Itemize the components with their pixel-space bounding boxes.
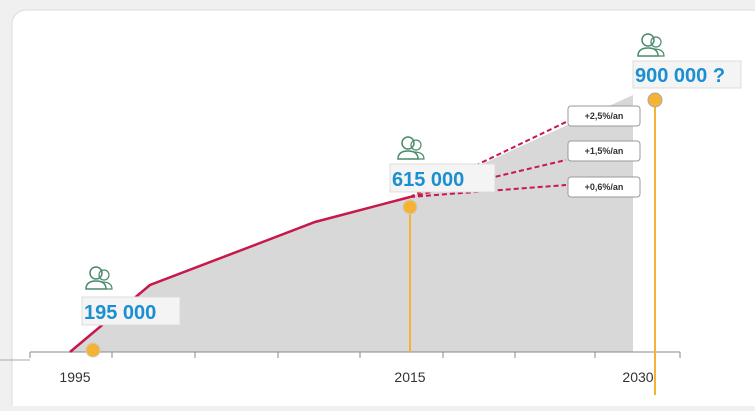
value-label: 195 000 bbox=[84, 302, 156, 324]
scenario-label: +2,5%/an bbox=[585, 111, 624, 121]
scenario-label: +0,6%/an bbox=[585, 182, 624, 192]
marker-dot bbox=[85, 342, 101, 358]
scenario-label: +1,5%/an bbox=[585, 146, 624, 156]
marker-dot bbox=[402, 199, 418, 215]
ticks bbox=[29, 352, 681, 358]
scenario-labels: +2,5%/an +1,5%/an +0,6%/an bbox=[567, 105, 641, 198]
value-box bbox=[632, 60, 742, 89]
value-label: 900 000 ? bbox=[635, 65, 725, 87]
area bbox=[70, 95, 633, 352]
marker-dot bbox=[647, 92, 663, 108]
value-box bbox=[81, 296, 181, 326]
year-label: 2030 bbox=[622, 369, 653, 385]
year-label: 2015 bbox=[394, 369, 425, 385]
value-box bbox=[389, 163, 496, 193]
value-label: 615 000 bbox=[392, 169, 464, 191]
year-label: 1995 bbox=[59, 369, 90, 385]
